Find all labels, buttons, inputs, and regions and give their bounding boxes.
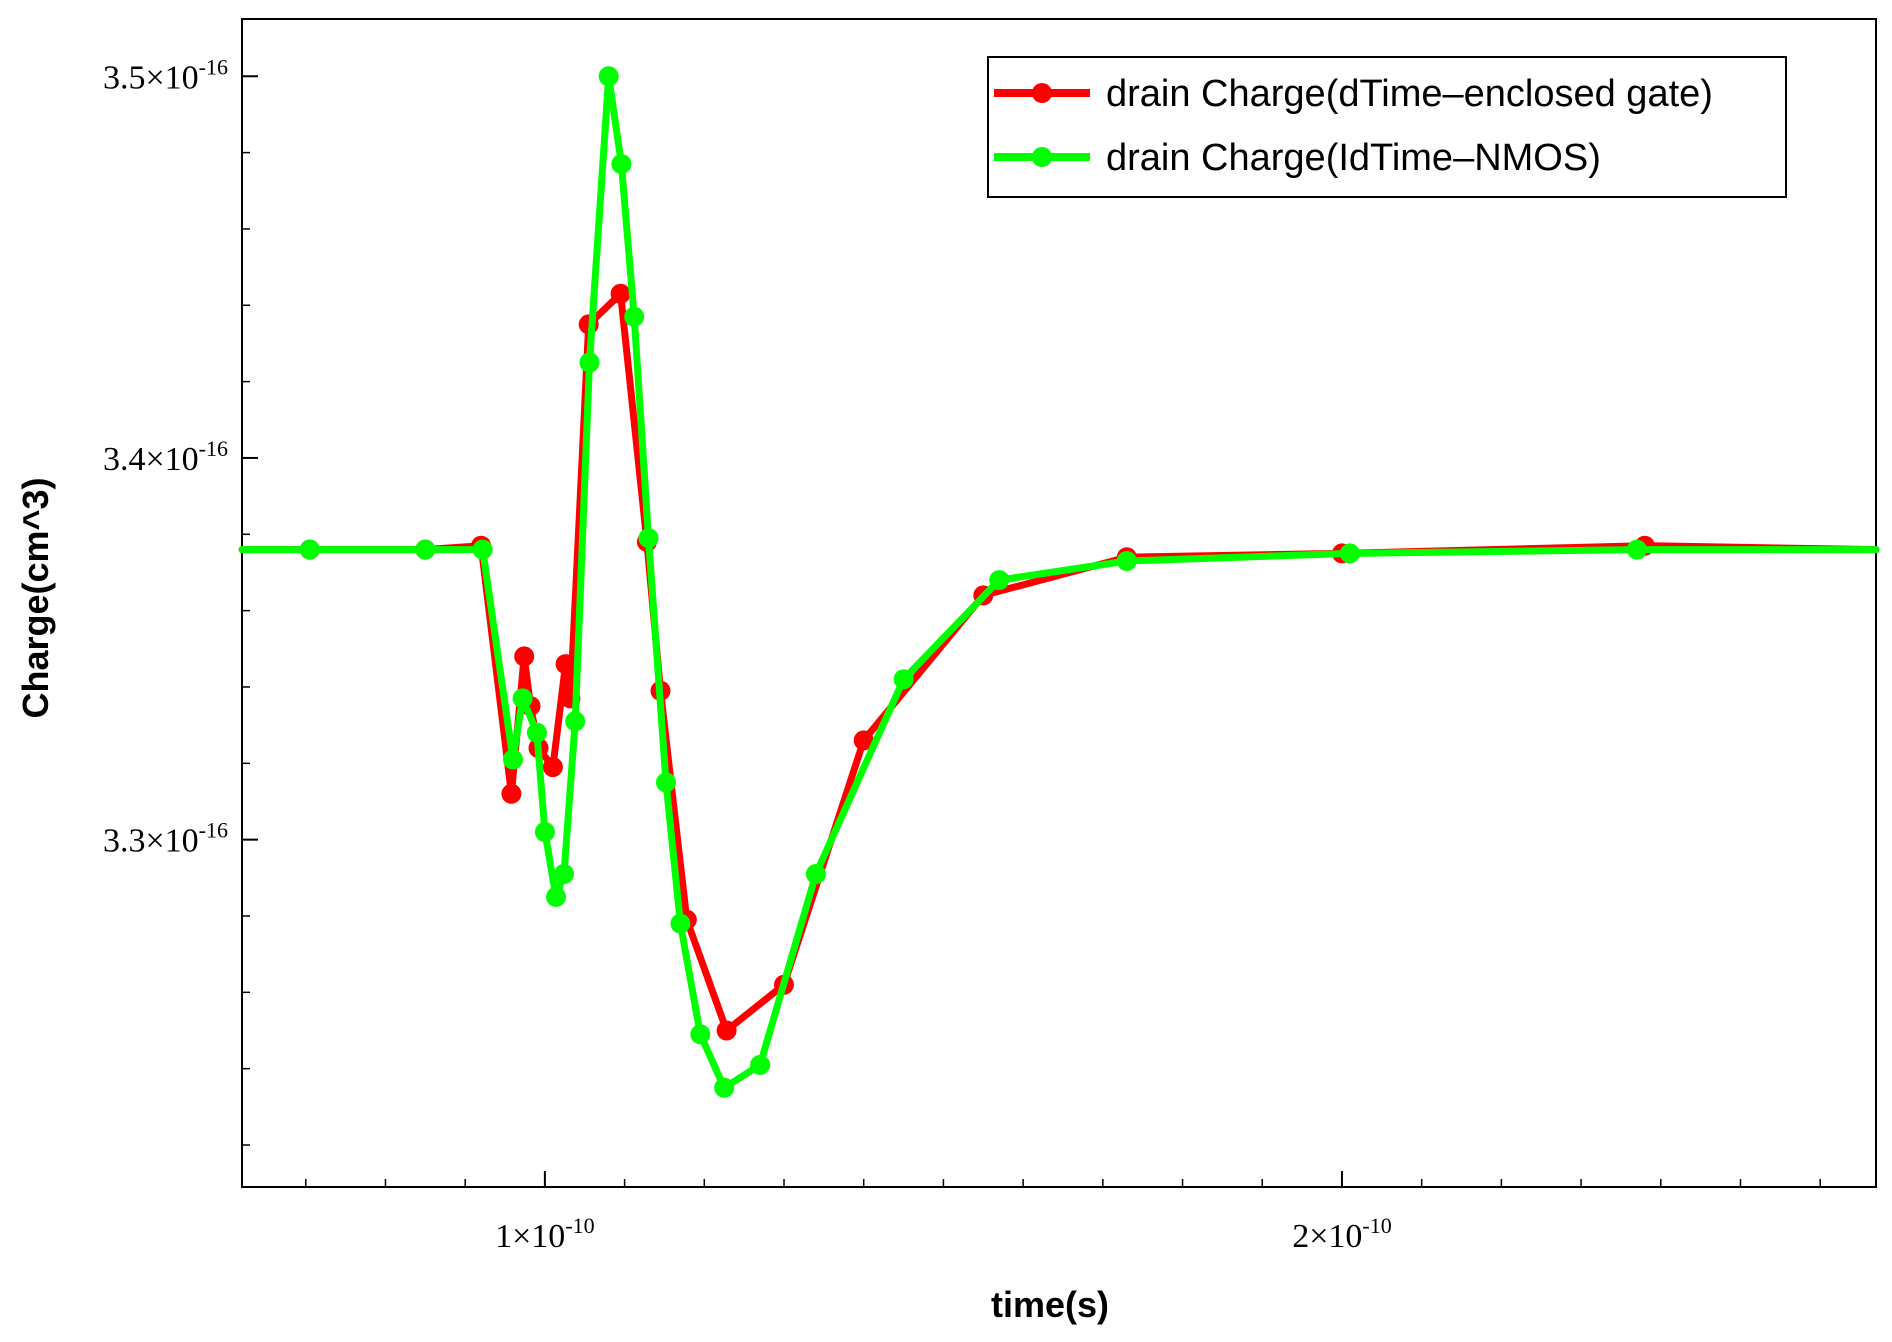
data-point <box>656 772 676 793</box>
legend-label-series-1: drain Charge(IdTime–NMOS) <box>1106 137 1601 179</box>
data-point <box>299 539 320 560</box>
data-point <box>565 711 586 732</box>
data-point <box>472 539 493 560</box>
data-point <box>1626 539 1647 560</box>
data-point <box>1116 551 1137 571</box>
plot-frame <box>241 18 1877 1188</box>
data-point <box>750 1054 771 1075</box>
data-point <box>526 722 547 743</box>
data-point <box>638 528 659 549</box>
data-point <box>624 306 645 327</box>
data-point <box>714 1077 735 1098</box>
legend: drain Charge(dTime–enclosed gate) drain … <box>987 56 1787 198</box>
data-point <box>598 66 619 87</box>
x-ticks: 1×10-10 2×10-10 <box>495 1171 1392 1255</box>
data-point <box>534 822 555 842</box>
y-tick-label: 3.4×10-16 <box>103 436 228 478</box>
data-point <box>611 154 632 174</box>
data-point <box>503 749 523 770</box>
y-tick-label: 3.3×10-16 <box>103 818 228 860</box>
series-line-1 <box>238 72 1880 1092</box>
x-minor-ticks <box>305 1179 1821 1187</box>
y-tick-label: 3.5×10-16 <box>103 54 228 96</box>
series-line-0 <box>238 290 1880 1034</box>
data-point <box>555 654 576 675</box>
data-point <box>546 886 566 907</box>
data-point <box>501 783 522 804</box>
data-point <box>554 864 574 884</box>
data-point <box>579 352 600 373</box>
data-point <box>514 646 535 667</box>
series-1 <box>238 66 1880 1098</box>
series-0 <box>238 283 1880 1041</box>
data-point <box>512 688 533 709</box>
x-tick-label: 1×10-10 <box>495 1213 595 1255</box>
series-layer <box>238 66 1880 1098</box>
data-point <box>542 757 563 778</box>
legend-box <box>987 56 1787 198</box>
data-point <box>670 913 691 934</box>
data-point <box>805 864 826 884</box>
y-axis-title: Charge(cm^3) <box>15 477 56 718</box>
data-point <box>610 283 631 304</box>
data-point <box>415 539 436 560</box>
y-ticks: 3.5×10-16 3.4×10-16 3.3×10-16 <box>103 54 258 860</box>
x-axis-title: time(s) <box>991 1284 1109 1325</box>
data-point <box>989 570 1010 591</box>
legend-marker-series-0 <box>1032 83 1052 103</box>
data-point <box>716 1020 737 1041</box>
data-point <box>690 1024 711 1045</box>
x-tick-label: 2×10-10 <box>1292 1213 1392 1255</box>
legend-marker-series-1 <box>1032 147 1052 167</box>
y-minor-ticks <box>242 75 250 1146</box>
data-point <box>893 669 914 690</box>
data-point <box>1339 543 1360 564</box>
data-point <box>853 730 874 751</box>
legend-label-series-0: drain Charge(dTime–enclosed gate) <box>1106 73 1713 115</box>
